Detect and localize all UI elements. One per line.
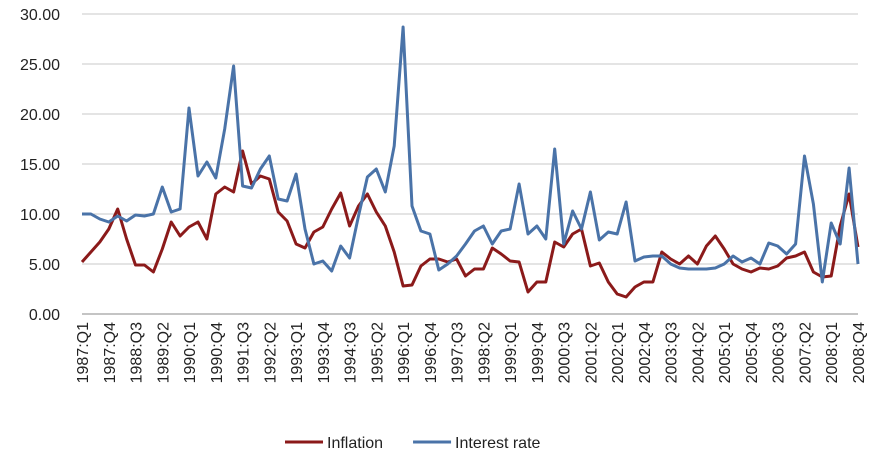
x-tick-label: 2008:Q1: [824, 322, 841, 383]
x-tick-label: 1996:Q1: [396, 322, 413, 383]
y-tick-label: 10.00: [20, 207, 60, 224]
legend-item: Inflation: [285, 435, 383, 452]
x-tick-label: 1996:Q4: [423, 322, 440, 383]
x-tick-label: 1999:Q4: [530, 322, 547, 383]
x-tick-label: 2008:Q4: [851, 322, 868, 383]
x-tick-label: 1993:Q4: [316, 322, 333, 383]
x-tick-label: 1999:Q1: [503, 322, 520, 383]
x-tick-label: 2001:Q2: [583, 322, 600, 383]
legend-label: Inflation: [327, 435, 383, 452]
y-tick-label: 20.00: [20, 107, 60, 124]
x-tick-label: 1995:Q2: [369, 322, 386, 383]
x-tick-label: 1997:Q3: [450, 322, 467, 383]
line-series: [80, 149, 860, 299]
x-tick-label: 2005:Q4: [744, 322, 761, 383]
x-tick-label: 1987:Q1: [75, 322, 92, 383]
y-tick-label: 0.00: [29, 307, 60, 324]
x-tick-label: 1998:Q2: [476, 322, 493, 383]
x-tick-label: 1990:Q1: [182, 322, 199, 383]
x-tick-label: 1994:Q3: [343, 322, 360, 383]
x-tick-label: 1987:Q4: [102, 322, 119, 383]
x-tick-label: 2002:Q1: [610, 322, 627, 383]
y-tick-label: 25.00: [20, 57, 60, 74]
y-tick-label: 15.00: [20, 157, 60, 174]
x-tick-label: 2004:Q2: [690, 322, 707, 383]
x-tick-label: 1991:Q3: [236, 322, 253, 383]
x-tick-label: 2003:Q3: [664, 322, 681, 383]
x-tick-label: 1990:Q4: [209, 322, 226, 383]
x-tick-label: 2005:Q1: [717, 322, 734, 383]
x-tick-label: 2000:Q3: [557, 322, 574, 383]
legend-item: Interest rate: [413, 435, 541, 452]
line-series: [82, 25, 860, 284]
y-tick-label: 30.00: [20, 7, 60, 24]
x-tick-label: 1989:Q2: [155, 322, 172, 383]
x-tick-label: 1992:Q2: [262, 322, 279, 383]
x-tick-label: 1993:Q1: [289, 322, 306, 383]
x-tick-label: 2006:Q3: [771, 322, 788, 383]
legend-label: Interest rate: [455, 435, 540, 452]
x-tick-label: 1988:Q3: [129, 322, 146, 383]
x-tick-label: 2007:Q2: [797, 322, 814, 383]
y-tick-label: 5.00: [29, 257, 60, 274]
x-tick-label: 2002:Q4: [637, 322, 654, 383]
